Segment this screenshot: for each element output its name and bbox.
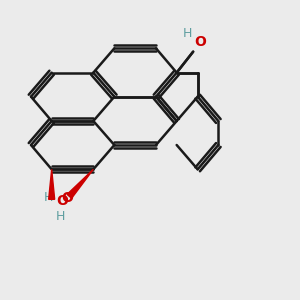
Polygon shape xyxy=(67,169,93,198)
Polygon shape xyxy=(49,169,55,199)
Text: H: H xyxy=(56,210,65,223)
Text: H: H xyxy=(183,27,192,40)
Text: H: H xyxy=(44,191,53,204)
Text: O: O xyxy=(61,191,73,205)
Text: O: O xyxy=(56,194,68,208)
Text: O: O xyxy=(195,35,206,49)
